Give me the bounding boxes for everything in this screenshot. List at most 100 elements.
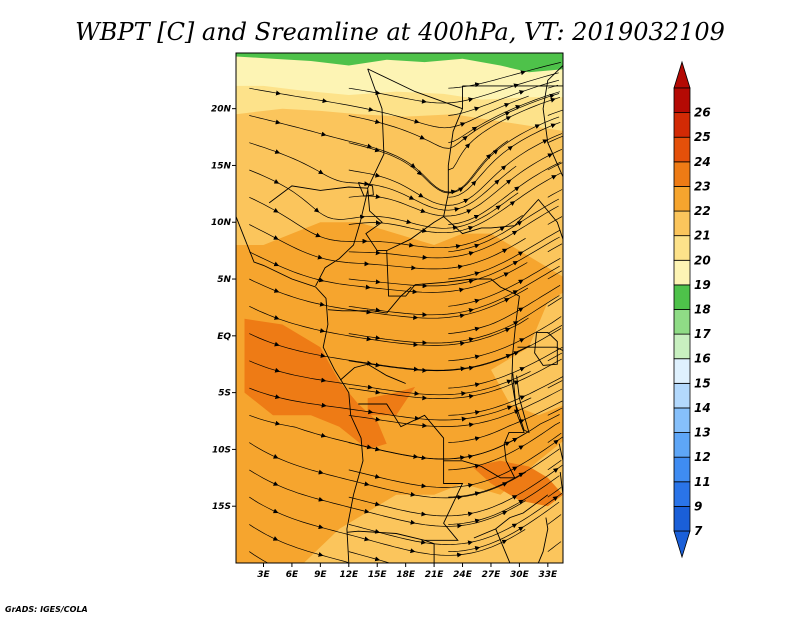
streamline	[547, 541, 562, 552]
streamline	[249, 251, 528, 293]
streamline	[448, 501, 560, 552]
y-tick-label: EQ	[217, 332, 231, 342]
streamline	[547, 407, 563, 416]
colorbar-label: 9	[694, 499, 702, 513]
x-tick-label: 6E	[286, 570, 299, 580]
map-plot-area	[236, 53, 563, 563]
y-tick-label: 10S	[212, 445, 231, 455]
colorbar-swatch	[673, 432, 691, 458]
streamline	[547, 84, 559, 89]
streamline	[348, 265, 560, 316]
x-tick-label: 3E	[257, 570, 270, 580]
colorbar-swatch	[673, 259, 691, 286]
streamline	[348, 93, 560, 149]
streamline	[249, 360, 531, 396]
border-zimbabwe	[495, 517, 549, 563]
colorbar-label: 16	[694, 352, 711, 366]
streamline	[547, 135, 563, 144]
streamline	[249, 333, 530, 371]
streamline	[249, 224, 526, 270]
colorbar-swatch	[673, 284, 691, 310]
map-frame	[235, 52, 564, 564]
colorbar-min-extend	[673, 530, 691, 559]
border-drc-north	[386, 286, 412, 314]
colorbar-label: 21	[694, 229, 711, 243]
border-niger-nigeria	[268, 185, 368, 204]
y-tick-label: 5N	[217, 275, 231, 285]
y-tick-label: 15S	[212, 502, 231, 512]
x-tick-label: 33E	[538, 570, 558, 580]
streamline	[348, 465, 563, 517]
x-tick-label: 30E	[510, 570, 530, 580]
colorbar-label: 11	[694, 475, 711, 489]
streamline	[348, 436, 563, 488]
x-axis: 3E 6E 9E 12E 15E 18E 21E 24E 27E 30E 33E	[257, 563, 558, 580]
streamline	[547, 162, 563, 171]
region-21-south	[303, 441, 563, 563]
streamline	[249, 469, 526, 527]
border-sudan-west	[443, 85, 463, 217]
colorbar-label: 13	[694, 426, 711, 440]
streamline	[547, 432, 562, 443]
colorbar-label: 7	[694, 524, 703, 538]
streamline	[547, 297, 562, 307]
region-23-southeast	[472, 460, 563, 507]
chart-title: WBPT [C] and Sreamline at 400hPa, VT: 20…	[75, 18, 725, 46]
border-car-south	[386, 250, 520, 297]
y-tick-label: 20N	[211, 105, 232, 115]
colorbar-label: 23	[694, 179, 711, 193]
x-tick-label: 15E	[368, 570, 388, 580]
streamline	[348, 358, 562, 399]
streamline	[249, 414, 529, 460]
colorbar-label: 26	[694, 106, 711, 120]
region-23-central	[367, 386, 416, 416]
x-tick-label: 27E	[482, 570, 502, 580]
x-tick-label: 24E	[453, 570, 473, 580]
streamline	[448, 91, 561, 144]
colorbar-label: 20	[694, 253, 711, 267]
streamline	[547, 352, 563, 362]
streamline	[348, 172, 561, 234]
streamline	[348, 133, 563, 206]
colorbar-label: 12	[694, 450, 711, 464]
colorbar-label: 17	[694, 327, 711, 341]
streamline	[547, 189, 563, 198]
colorbar-swatch	[673, 333, 691, 360]
border-tanzania	[517, 346, 563, 352]
streamline	[547, 243, 563, 253]
colorbar-swatch	[673, 112, 691, 138]
streamline	[348, 148, 563, 217]
colorbar-label: 14	[694, 401, 711, 415]
streamline	[448, 79, 560, 116]
streamline	[448, 121, 561, 198]
streamline	[249, 278, 529, 319]
colorbar-swatch	[673, 481, 691, 507]
streamline	[448, 96, 561, 171]
streamline	[249, 524, 349, 563]
region-18	[236, 53, 563, 73]
colorbar-swatch	[673, 456, 691, 483]
streamline	[249, 142, 517, 211]
streamline	[348, 295, 560, 344]
streamline	[249, 115, 509, 193]
colorbar-swatch	[673, 235, 691, 261]
x-tick-label: 9E	[314, 570, 327, 580]
y-tick-label: 15N	[211, 161, 232, 171]
border-zambia-south	[473, 494, 549, 539]
temperature-fills	[236, 53, 563, 563]
streamline	[249, 496, 526, 556]
colorbar-swatch	[673, 136, 691, 163]
streamline	[448, 198, 560, 253]
border-namibia-botswana	[424, 539, 435, 563]
streamline	[249, 196, 523, 249]
streamline	[547, 487, 562, 498]
lake-malawi	[558, 443, 563, 495]
streamline	[448, 421, 561, 471]
streamline	[547, 324, 563, 334]
x-tick-label: 18E	[396, 570, 416, 580]
streamline	[249, 551, 268, 563]
colorbar-label: 18	[694, 303, 711, 317]
streamline	[448, 400, 563, 443]
colorbar-swatch	[673, 87, 691, 114]
